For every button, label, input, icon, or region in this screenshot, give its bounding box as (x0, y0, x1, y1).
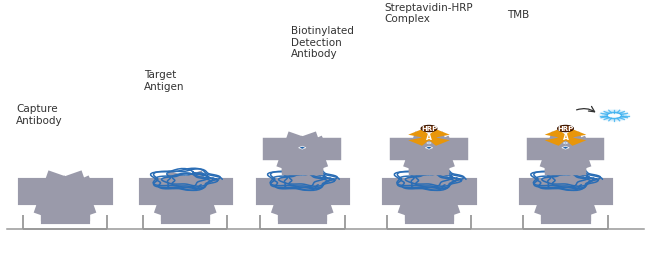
Text: A: A (426, 133, 432, 142)
Text: Capture
Antibody: Capture Antibody (16, 104, 63, 126)
Text: Biotinylated
Detection
Antibody: Biotinylated Detection Antibody (291, 26, 354, 59)
Circle shape (421, 125, 437, 132)
Circle shape (602, 110, 627, 121)
Circle shape (604, 112, 624, 119)
Polygon shape (427, 129, 450, 138)
Polygon shape (408, 136, 431, 146)
Text: HRP: HRP (558, 126, 573, 132)
Polygon shape (564, 142, 567, 144)
Circle shape (599, 109, 630, 122)
Polygon shape (298, 146, 306, 149)
Text: A: A (562, 133, 569, 142)
Circle shape (607, 113, 621, 118)
Polygon shape (408, 129, 431, 138)
Text: Target
Antigen: Target Antigen (144, 70, 185, 92)
Polygon shape (545, 136, 567, 146)
Polygon shape (564, 136, 586, 146)
Polygon shape (564, 129, 586, 138)
Polygon shape (427, 142, 431, 144)
Polygon shape (421, 134, 437, 141)
Text: HRP: HRP (421, 126, 437, 132)
Polygon shape (562, 146, 569, 149)
Polygon shape (557, 134, 574, 141)
Polygon shape (425, 146, 433, 149)
Text: Streptavidin-HRP
Complex: Streptavidin-HRP Complex (385, 3, 473, 24)
Circle shape (558, 125, 573, 132)
Polygon shape (545, 129, 567, 138)
Polygon shape (427, 136, 450, 146)
Text: TMB: TMB (508, 10, 530, 20)
